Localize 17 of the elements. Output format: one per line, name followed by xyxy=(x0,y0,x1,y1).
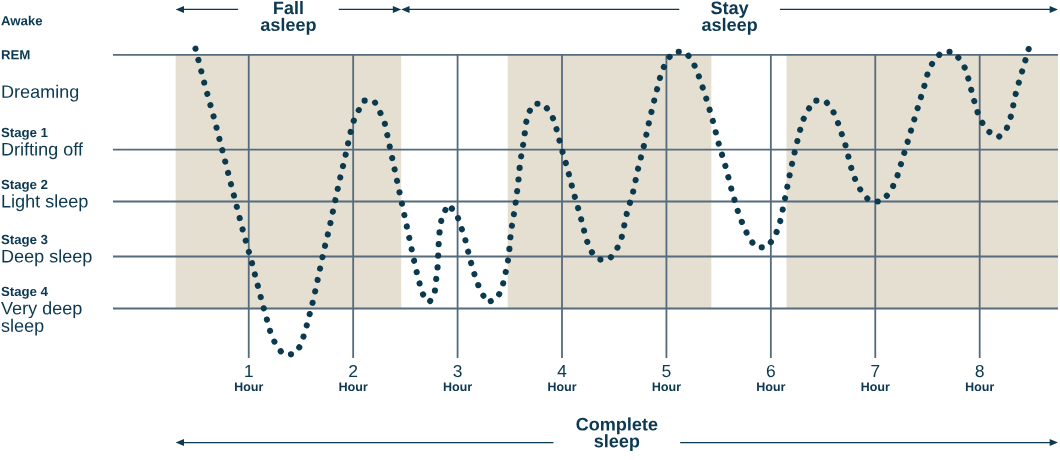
x-tick-label: 2 Hour xyxy=(339,364,368,392)
x-tick-label: 4 Hour xyxy=(548,365,577,392)
ref-line-label: Stage 3 Deep sleep xyxy=(1,234,92,267)
ref-line-label: Stage 4 Very deep sleep xyxy=(1,286,82,336)
text: Complete sleep xyxy=(576,417,658,451)
text: REM Dreaming xyxy=(1,50,79,102)
x-tick-label: 6 Hour xyxy=(757,364,786,392)
text: Stay asleep xyxy=(702,1,757,35)
text: Fall asleep xyxy=(260,1,316,35)
ref-line-label: Stage 2 Light sleep xyxy=(1,179,88,212)
text: Awake xyxy=(1,15,43,26)
ref-line-label: Stage 1 Drifting off xyxy=(1,127,83,160)
x-tick-label: 3 Hour xyxy=(443,364,472,392)
x-tick-label: 7 Hour xyxy=(861,365,890,392)
x-tick-label: 5 Hour xyxy=(652,365,681,392)
x-tick-label: 1 Hour xyxy=(235,365,264,392)
x-tick-label: 8 Hour xyxy=(965,364,995,392)
